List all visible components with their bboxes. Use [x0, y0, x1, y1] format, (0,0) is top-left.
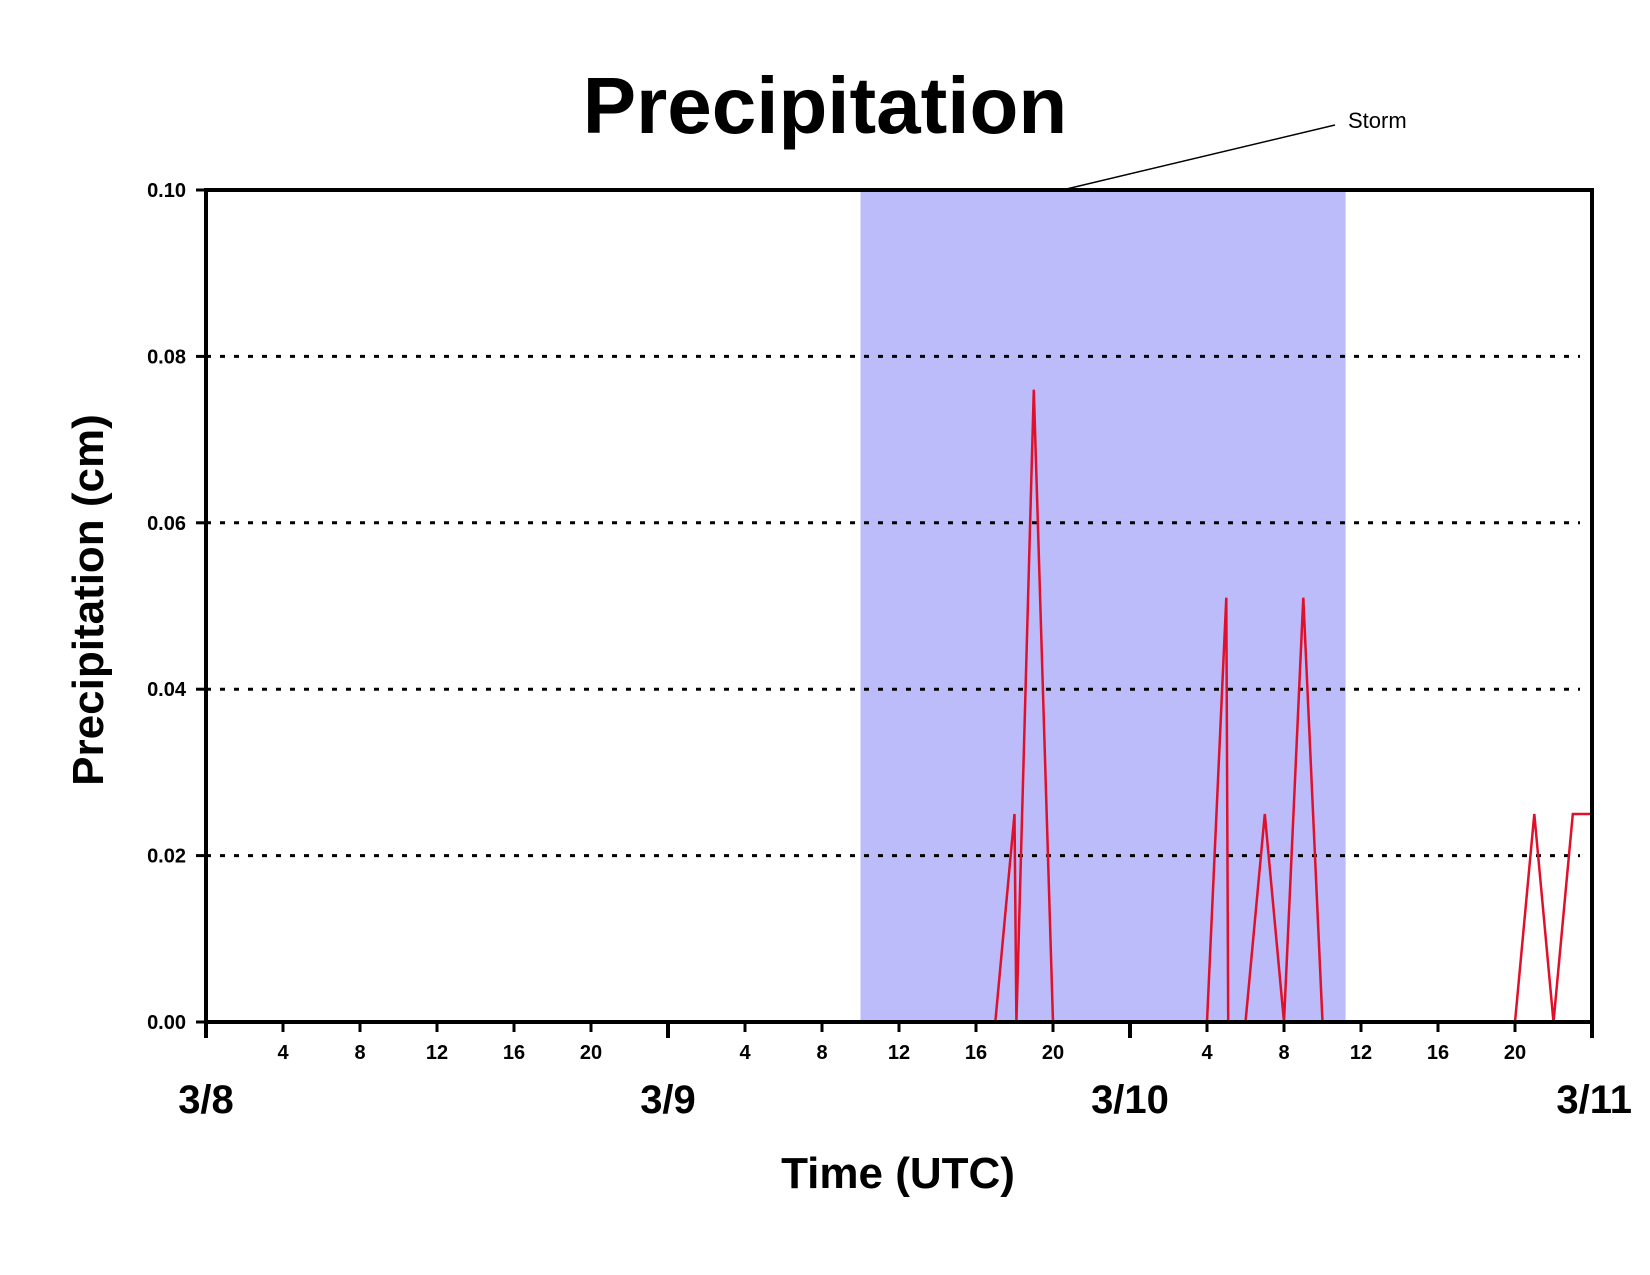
- x-hour-label-4: 20: [580, 1042, 602, 1064]
- x-hour-label-12: 12: [1350, 1042, 1372, 1064]
- y-tick-label-4: 0.08: [147, 346, 186, 368]
- chart-title: Precipitation: [583, 61, 1068, 150]
- x-hour-label-14: 20: [1504, 1042, 1526, 1064]
- y-tick-label-2: 0.04: [147, 679, 187, 701]
- x-hour-label-5: 4: [739, 1042, 751, 1064]
- x-axis-label: Time (UTC): [781, 1149, 1015, 1198]
- x-day-label-2: 3/10: [1091, 1078, 1169, 1122]
- series-line-0: [206, 389, 1594, 1024]
- x-hour-label-11: 8: [1278, 1042, 1289, 1064]
- x-hour-label-8: 16: [965, 1042, 987, 1064]
- x-hour-label-7: 12: [888, 1042, 910, 1064]
- storm-shaded-region: [860, 190, 1346, 1022]
- x-day-label-0: 3/8: [178, 1078, 234, 1122]
- x-hour-label-13: 16: [1427, 1042, 1449, 1064]
- x-hour-label-0: 4: [277, 1042, 289, 1064]
- x-day-label-1: 3/9: [640, 1078, 696, 1122]
- x-hour-label-6: 8: [816, 1042, 827, 1064]
- x-hour-label-10: 4: [1201, 1042, 1213, 1064]
- y-tick-label-0: 0.00: [147, 1012, 186, 1034]
- y-tick-label-1: 0.02: [147, 846, 186, 868]
- plot-area: 0.00 0.02 0.04 0.06 0.08 0.10 4 8 12 16 20 4 8 12 16 20…: [147, 124, 1632, 1122]
- y-tick-label-5: 0.10: [147, 180, 186, 202]
- x-hour-label-1: 8: [354, 1042, 365, 1064]
- x-day-label-3: 3/11: [1556, 1078, 1632, 1122]
- y-tick-label-3: 0.06: [147, 513, 186, 535]
- x-hour-label-9: 20: [1042, 1042, 1064, 1064]
- storm-annotation-label: Storm: [1348, 108, 1407, 133]
- storm-annotation-leader: [1066, 124, 1336, 190]
- x-hour-label-2: 12: [426, 1042, 448, 1064]
- y-axis-label: Precipitation (cm): [64, 414, 113, 786]
- x-hour-label-3: 16: [503, 1042, 525, 1064]
